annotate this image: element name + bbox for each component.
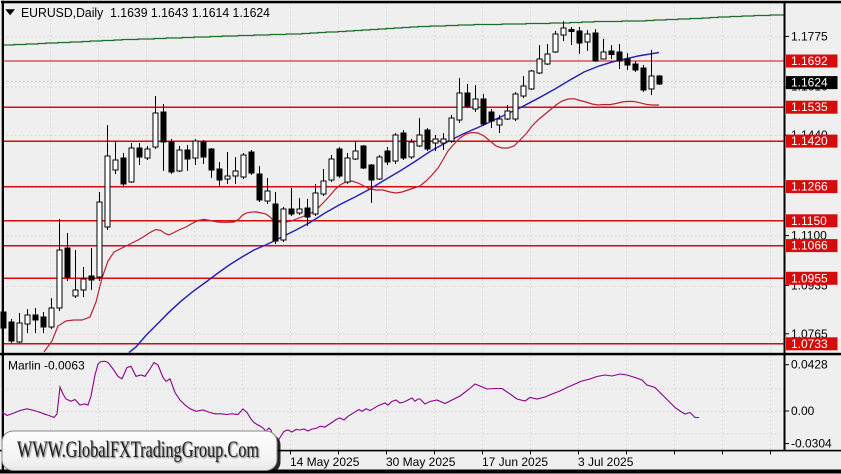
svg-text:1.1066: 1.1066 — [791, 239, 828, 253]
svg-text:WWW.GlobalFXTradingGroup.Com: WWW.GlobalFXTradingGroup.Com — [17, 437, 259, 462]
svg-text:1.1535: 1.1535 — [791, 100, 828, 114]
svg-text:0.0428: 0.0428 — [791, 358, 828, 372]
svg-text:1.1692: 1.1692 — [791, 54, 828, 68]
svg-text:-0.0304: -0.0304 — [791, 437, 832, 451]
svg-text:EURUSD,Daily 1.1639 1.1643 1.: EURUSD,Daily 1.1639 1.1643 1.1614 1.1624 — [21, 5, 270, 20]
svg-text:1.1150: 1.1150 — [791, 214, 827, 228]
svg-text:14 May 2025: 14 May 2025 — [290, 455, 360, 469]
svg-text:3 Jul 2025: 3 Jul 2025 — [578, 455, 634, 469]
svg-text:0.00: 0.00 — [791, 404, 815, 418]
svg-text:1.1420: 1.1420 — [791, 134, 828, 148]
svg-text:WWW.GlobalFXTradingGroup.Com: WWW.GlobalFXTradingGroup.Com — [18, 438, 260, 463]
svg-text:Marlin -0.0063: Marlin -0.0063 — [8, 359, 85, 373]
svg-text:1.1775: 1.1775 — [791, 29, 828, 43]
svg-text:1.0733: 1.0733 — [791, 337, 828, 351]
svg-text:1.0955: 1.0955 — [791, 271, 828, 285]
svg-text:17 Jun 2025: 17 Jun 2025 — [482, 455, 548, 469]
svg-text:30 May 2025: 30 May 2025 — [386, 455, 456, 469]
svg-text:1.1266: 1.1266 — [791, 180, 828, 194]
svg-text:1.1624: 1.1624 — [791, 76, 828, 90]
